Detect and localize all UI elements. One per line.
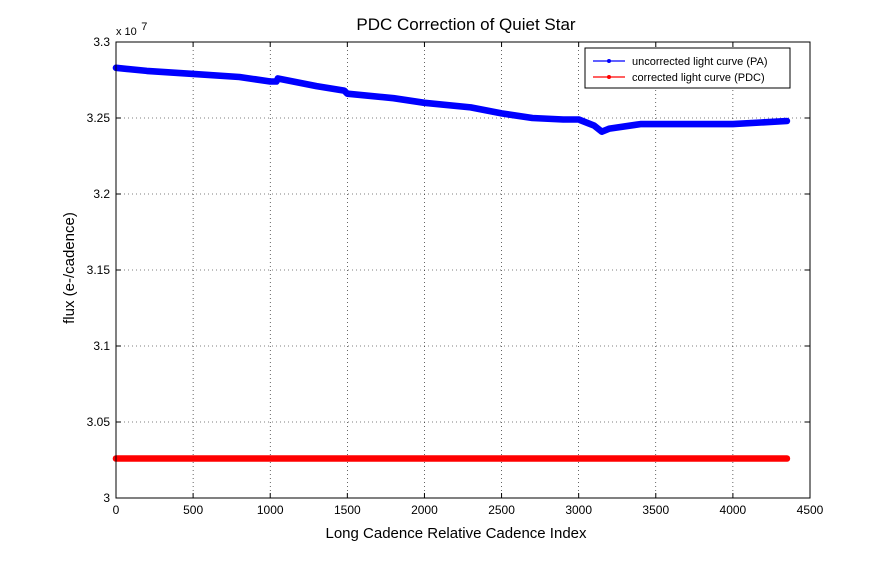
y-axis-multiplier-base: x 10 [116,26,137,38]
data-point [599,129,605,135]
x-tick-label: 1500 [334,503,361,517]
data-point [236,74,242,80]
legend-marker-pdc [607,75,611,79]
x-tick-label: 3500 [642,503,669,517]
data-point [267,456,273,461]
data-point [730,121,736,127]
y-axis-label: flux (e-/cadence) [61,212,78,324]
data-point [344,456,350,461]
data-point [784,456,790,461]
data-point [560,117,566,122]
data-point [468,104,474,110]
data-point [422,456,427,461]
y-tick-label: 3.05 [87,415,111,429]
x-tick-label: 1000 [257,503,284,517]
y-tick-label: 3 [103,491,110,505]
data-point [730,456,736,461]
legend-label-pdc: corrected light curve (PDC) [632,72,765,84]
data-point [653,456,659,461]
x-axis-label: Long Cadence Relative Cadence Index [325,525,587,542]
y-tick-label: 3.3 [93,35,110,49]
y-tick-label: 3.25 [87,111,111,125]
data-point [607,126,612,132]
data-point [190,456,196,461]
y-tick-label: 3.15 [87,263,111,277]
chart-title: PDC Correction of Quiet Star [356,15,576,34]
data-point [391,95,396,101]
data-point [314,83,319,89]
legend-label-pa: uncorrected light curve (PA) [632,56,768,68]
x-tick-label: 3000 [565,503,592,517]
data-point [267,79,273,84]
x-tick-label: 2500 [488,503,515,517]
x-tick-label: 0 [113,503,120,517]
data-point [190,71,196,77]
series-layer [112,64,791,462]
legend: uncorrected light curve (PA) corrected l… [584,47,791,89]
data-point [499,456,504,461]
x-tick-label: 2000 [411,503,438,517]
series-line-0 [115,67,787,133]
data-point [784,118,790,124]
data-point [499,111,504,116]
x-tick-label: 4000 [720,503,747,517]
data-point [341,88,347,94]
y-tick-label: 3.2 [93,187,110,201]
x-tick-label: 4500 [797,503,824,517]
data-point [576,117,582,122]
y-tick-label: 3.1 [93,339,110,353]
data-point [144,68,150,74]
data-point [344,91,350,97]
y-axis-multiplier: x 10 7 [116,21,147,39]
y-axis-multiplier-exponent: 7 [141,21,147,33]
data-point [530,115,535,121]
legend-marker-pa [607,59,611,63]
data-point [591,123,597,128]
data-point [576,456,582,461]
legend-box [584,47,791,89]
plot-area [116,42,810,498]
data-point [422,100,427,106]
data-point [637,121,643,127]
x-tick-label: 500 [183,503,203,517]
data-point [684,121,690,127]
data-point [275,76,281,81]
axis-ticks: 0 500 1000 1500 2000 2500 3000 3500 4000 4500 3 3.0… [87,35,824,517]
